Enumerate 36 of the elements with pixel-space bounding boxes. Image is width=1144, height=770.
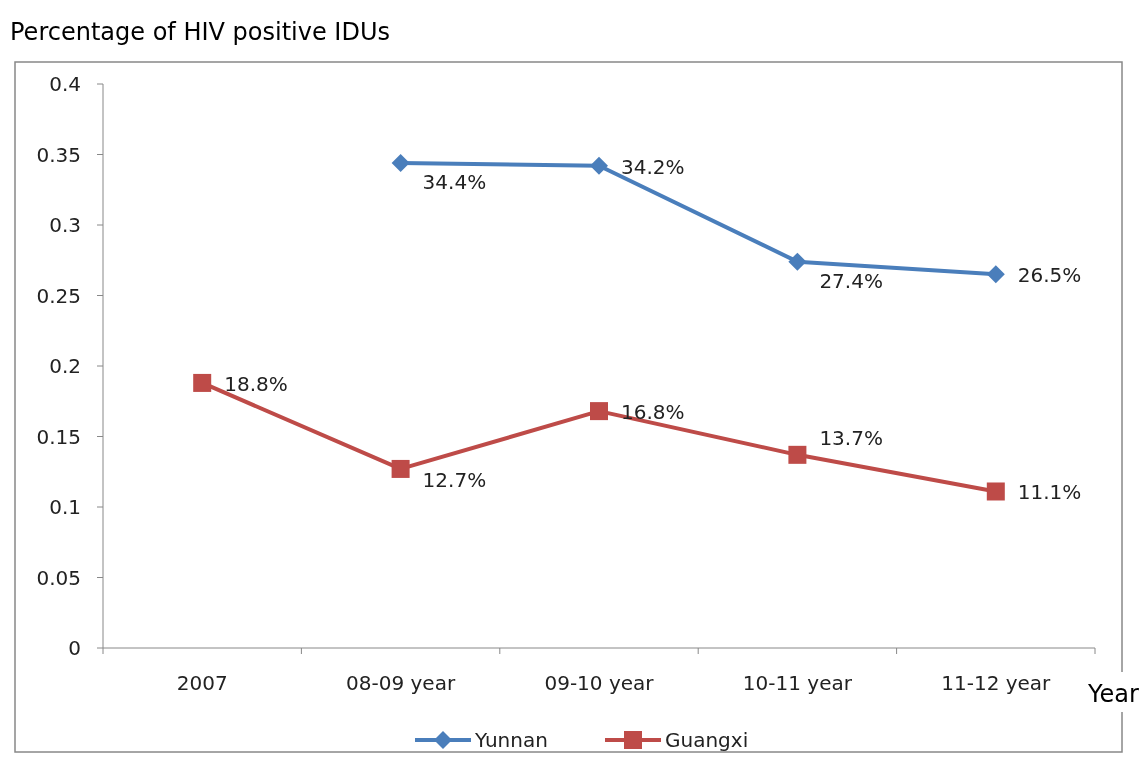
x-tick-label: 2007 bbox=[176, 671, 228, 695]
data-label: 12.7% bbox=[422, 467, 487, 492]
y-tick-label: 0.4 bbox=[49, 72, 81, 96]
x-tick-label: 08-09 year bbox=[346, 671, 456, 695]
data-label: 34.2% bbox=[621, 154, 685, 179]
point bbox=[986, 265, 1005, 284]
point bbox=[590, 402, 608, 421]
data-label: 11.1% bbox=[1017, 480, 1082, 505]
data-label: 16.8% bbox=[621, 400, 685, 425]
point bbox=[193, 373, 212, 392]
point bbox=[788, 252, 807, 271]
point bbox=[590, 156, 608, 175]
x-tick-label: 11-12 year bbox=[941, 671, 1052, 695]
legend-label: Yunnan bbox=[474, 728, 548, 752]
x-tick-label: 09-10 year bbox=[544, 671, 655, 695]
x-tick-label: 10-11 year bbox=[742, 671, 853, 695]
legend-label: Guangxi bbox=[665, 728, 749, 752]
y-tick-label: 0.05 bbox=[36, 565, 81, 590]
y-tick-label: 0.3 bbox=[49, 213, 81, 237]
y-tick-label: 0.2 bbox=[49, 354, 81, 378]
data-label: 13.7% bbox=[819, 425, 883, 450]
y-tick-label: 0.15 bbox=[36, 424, 81, 449]
data-label: 26.5% bbox=[1017, 263, 1082, 288]
y-tick-label: 0 bbox=[68, 636, 81, 660]
x-axis-title: Year bbox=[1087, 680, 1139, 708]
y-tick-label: 0.1 bbox=[49, 495, 81, 519]
data-label: 18.8% bbox=[224, 371, 288, 396]
point bbox=[391, 153, 410, 172]
y-tick-label: 0.35 bbox=[36, 142, 81, 167]
y-tick-label: 0.25 bbox=[36, 283, 81, 308]
y-axis-title: Percentage of HIV positive IDUs bbox=[10, 18, 390, 46]
point bbox=[986, 482, 1005, 501]
point bbox=[788, 445, 807, 464]
data-label: 34.4% bbox=[422, 169, 487, 194]
data-label: 27.4% bbox=[819, 268, 883, 293]
point bbox=[391, 459, 410, 478]
